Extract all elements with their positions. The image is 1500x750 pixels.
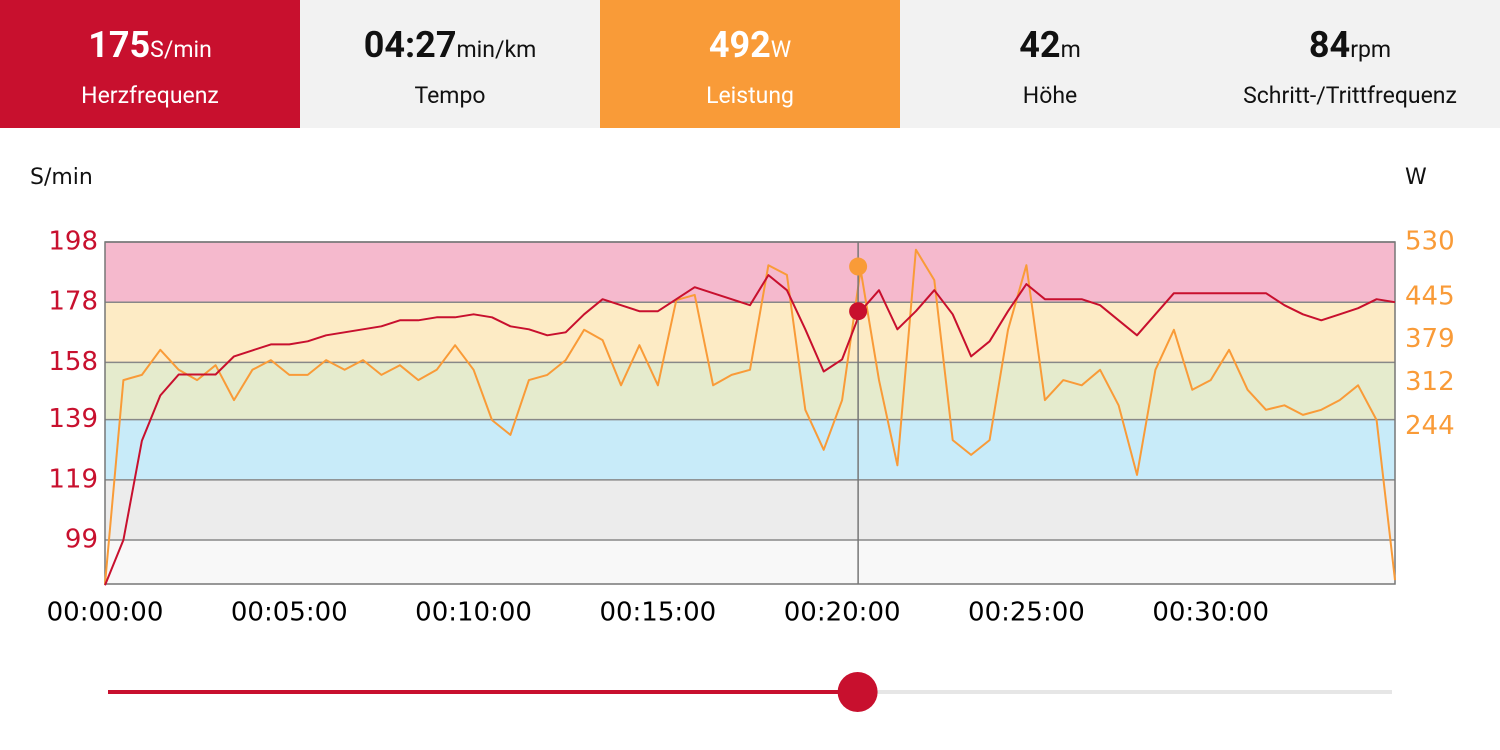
zone-band — [105, 540, 1395, 584]
y-tick-label: 99 — [65, 525, 98, 555]
data-line — [104, 248, 1396, 585]
metric-unit: m — [1060, 36, 1081, 63]
metric-value-row: 84rpm — [1200, 24, 1500, 66]
metric-tile: 175S/min Herzfrequenz — [0, 0, 300, 128]
x-tick-label: 00:05:00 — [231, 598, 348, 628]
x-tick-label: 00:15:00 — [599, 598, 716, 628]
cursor-power-dot — [849, 257, 868, 276]
metric-label: Höhe — [1022, 82, 1078, 109]
metric-unit: rpm — [1350, 36, 1392, 63]
x-tick-label: 00:30:00 — [1152, 598, 1269, 628]
zone-band — [105, 242, 1395, 303]
y-tick-label: 198 — [48, 227, 98, 257]
x-tick-label: 00:10:00 — [415, 598, 532, 628]
y-tick-label: 119 — [48, 464, 98, 494]
metric-unit: min/km — [456, 36, 537, 63]
zone-band — [105, 302, 1395, 363]
metric-tile: 84rpm Schritt-/Trittfrequenz — [1200, 0, 1500, 128]
metric-value: 492 — [708, 24, 771, 66]
chart: S/min W 198 178 158 139 119 99 530 445 379 312 244… — [30, 165, 1455, 712]
metric-unit: W — [770, 36, 792, 63]
metric-value-row: 175S/min — [0, 24, 300, 66]
y2-tick-label: 379 — [1405, 324, 1455, 354]
slider-thumb[interactable] — [837, 672, 878, 712]
zone-band — [105, 362, 1395, 420]
metric-label: Schritt-/Trittfrequenz — [1243, 82, 1457, 109]
x-tick-label: 00:25:00 — [968, 598, 1085, 628]
metric-value: 175 — [88, 24, 151, 66]
metric-value-row: 04:27min/km — [300, 24, 600, 66]
y2-tick-label: 445 — [1405, 281, 1455, 311]
metric-value-row: 492W — [600, 24, 900, 66]
x-tick-label: 00:00:00 — [47, 598, 164, 628]
y-tick-label: 158 — [48, 347, 98, 377]
metric-value: 04:27 — [363, 24, 457, 66]
y2-axis-label: W — [1405, 165, 1427, 190]
cursor-hr-dot — [849, 302, 868, 321]
metric-value-row: 42m — [900, 24, 1200, 66]
y2-tick-label: 244 — [1405, 411, 1455, 441]
data-line — [104, 274, 1396, 586]
metric-tile: 42m Höhe — [900, 0, 1200, 128]
zone-band — [105, 479, 1395, 541]
zone-band — [105, 419, 1395, 480]
plot-border — [104, 241, 1396, 585]
metric-value: 42 — [1019, 24, 1061, 66]
metric-value: 84 — [1308, 24, 1351, 66]
y-tick-label: 178 — [48, 287, 98, 317]
metric-tile: 04:27min/km Tempo — [300, 0, 600, 128]
metric-tile: 492W Leistung — [600, 0, 900, 128]
y-tick-label: 139 — [48, 404, 98, 434]
metric-bar: 175S/min Herzfrequenz 04:27min/km Tempo 492W… — [0, 0, 1500, 128]
x-tick-label: 00:20:00 — [784, 598, 901, 628]
y2-tick-label: 312 — [1405, 367, 1455, 397]
metric-unit: S/min — [150, 36, 212, 63]
y2-tick-label: 530 — [1405, 227, 1455, 257]
y-axis-label: S/min — [30, 165, 93, 190]
metric-label: Tempo — [414, 82, 486, 109]
metric-label: Herzfrequenz — [81, 82, 219, 109]
metric-label: Leistung — [706, 82, 794, 109]
